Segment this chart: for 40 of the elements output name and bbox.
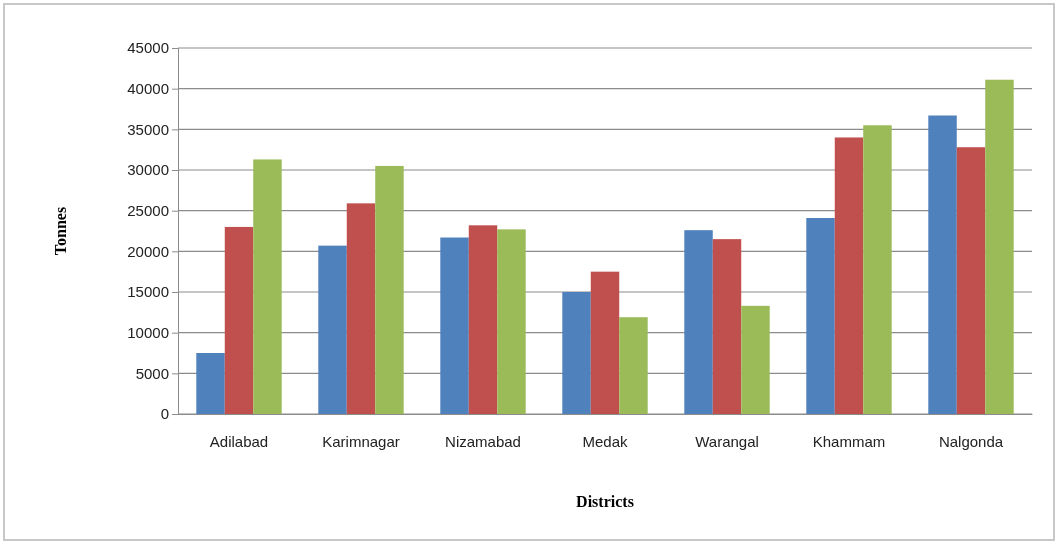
y-tick-label: 5000 bbox=[135, 364, 169, 382]
bar bbox=[741, 305, 770, 414]
y-tick-label: 40000 bbox=[127, 79, 169, 97]
y-tick-label: 30000 bbox=[127, 161, 169, 179]
bar bbox=[375, 165, 404, 414]
bar bbox=[985, 79, 1014, 414]
bar bbox=[590, 271, 620, 414]
y-axis-title: Tonnes bbox=[52, 206, 69, 256]
y-tick-label: 45000 bbox=[127, 39, 169, 57]
bar bbox=[806, 217, 835, 414]
x-tick-label: Warangal bbox=[695, 433, 759, 450]
y-tick-label: 35000 bbox=[127, 120, 169, 138]
y-tick-label: 25000 bbox=[127, 201, 169, 219]
bar bbox=[468, 225, 498, 414]
x-tick-label: Nizamabad bbox=[445, 433, 521, 450]
bar bbox=[928, 115, 957, 414]
x-tick-label: Nalgonda bbox=[938, 433, 1004, 450]
bar bbox=[619, 317, 648, 414]
y-tick-label: 10000 bbox=[127, 323, 169, 341]
bar bbox=[253, 159, 282, 414]
bar bbox=[834, 137, 864, 414]
bar bbox=[346, 203, 376, 414]
bar bbox=[196, 353, 225, 414]
bar bbox=[712, 239, 742, 414]
bar bbox=[497, 229, 526, 414]
x-tick-label: Khammam bbox=[812, 433, 886, 450]
bar bbox=[562, 292, 591, 414]
x-tick-label: Medak bbox=[582, 433, 629, 450]
bar bbox=[863, 125, 892, 414]
bar bbox=[224, 226, 254, 414]
x-tick-label: Adilabad bbox=[209, 433, 269, 450]
x-axis-title: Districts bbox=[576, 493, 634, 510]
bar bbox=[318, 245, 347, 414]
y-tick-label: 20000 bbox=[127, 242, 169, 260]
bar bbox=[956, 147, 986, 414]
y-tick-label: 15000 bbox=[127, 283, 169, 301]
bar bbox=[440, 237, 469, 414]
y-tick-label: 0 bbox=[160, 405, 169, 423]
x-tick-label: Karimnagar bbox=[322, 433, 400, 450]
bar bbox=[684, 230, 713, 414]
